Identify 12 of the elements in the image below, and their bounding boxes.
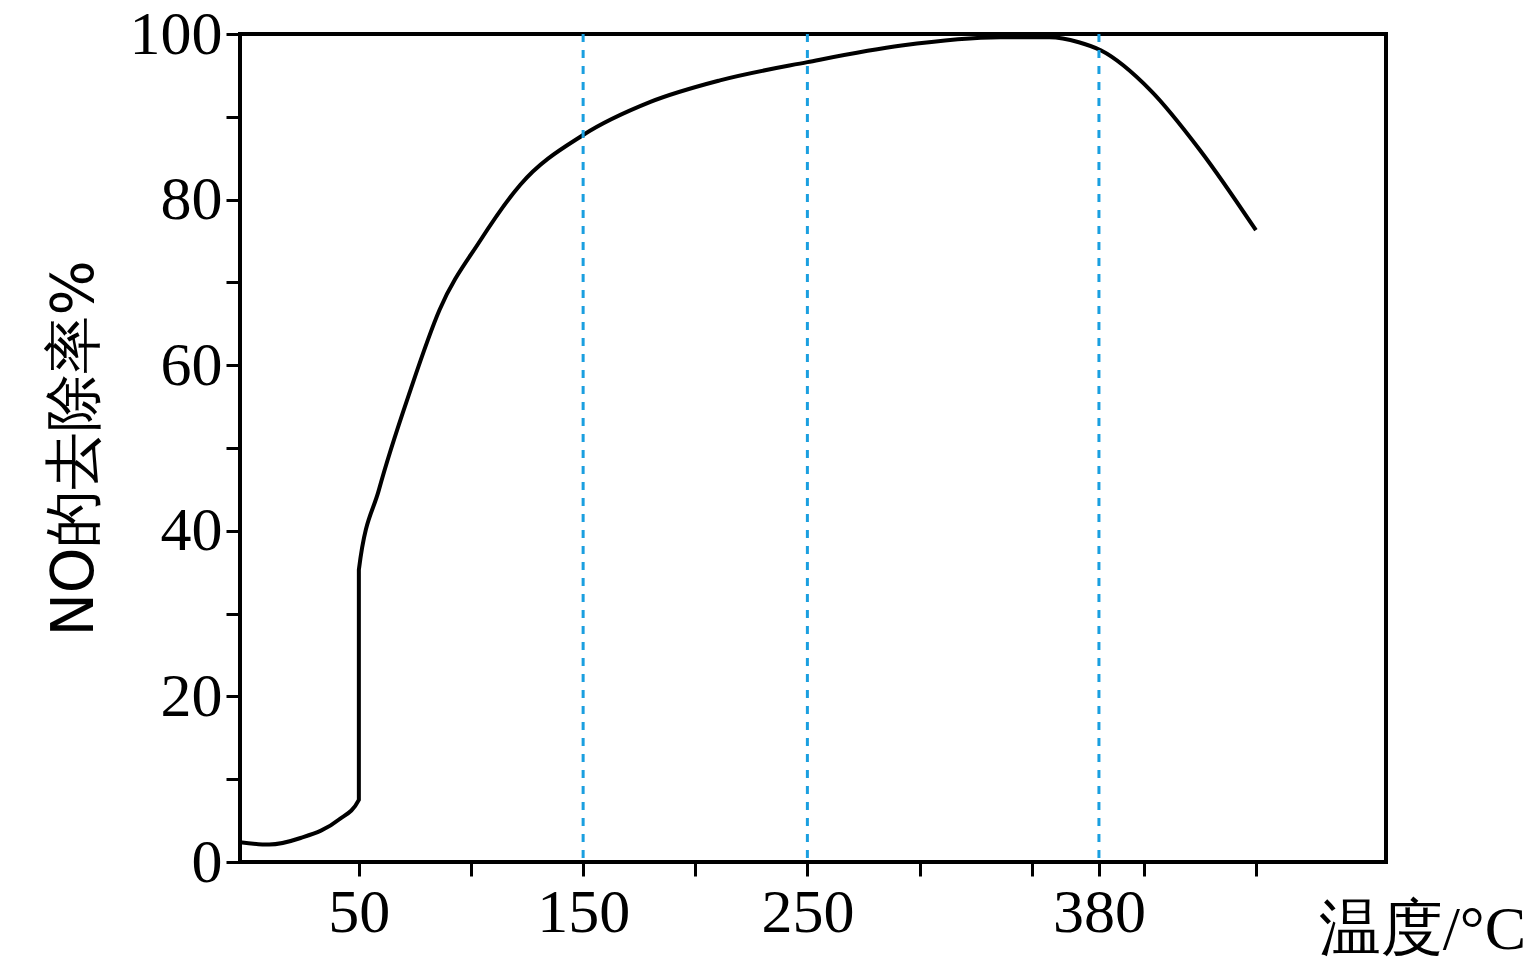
x-tick-label: 380 xyxy=(1052,876,1146,945)
y-tick-label: 60 xyxy=(160,329,223,398)
x-tick-label: 150 xyxy=(537,876,631,945)
y-axis-title: NO的去除率% xyxy=(38,260,107,637)
x-axis-title: 温度/°C xyxy=(1318,894,1526,962)
y-tick-label: 100 xyxy=(129,0,223,67)
x-tick-label: 50 xyxy=(328,876,391,945)
y-tick-label: 40 xyxy=(160,495,223,564)
y-tick-label: 0 xyxy=(191,826,223,895)
y-tick-label: 80 xyxy=(160,164,223,233)
x-tick-label: 250 xyxy=(761,876,855,945)
y-tick-label: 20 xyxy=(160,660,223,729)
